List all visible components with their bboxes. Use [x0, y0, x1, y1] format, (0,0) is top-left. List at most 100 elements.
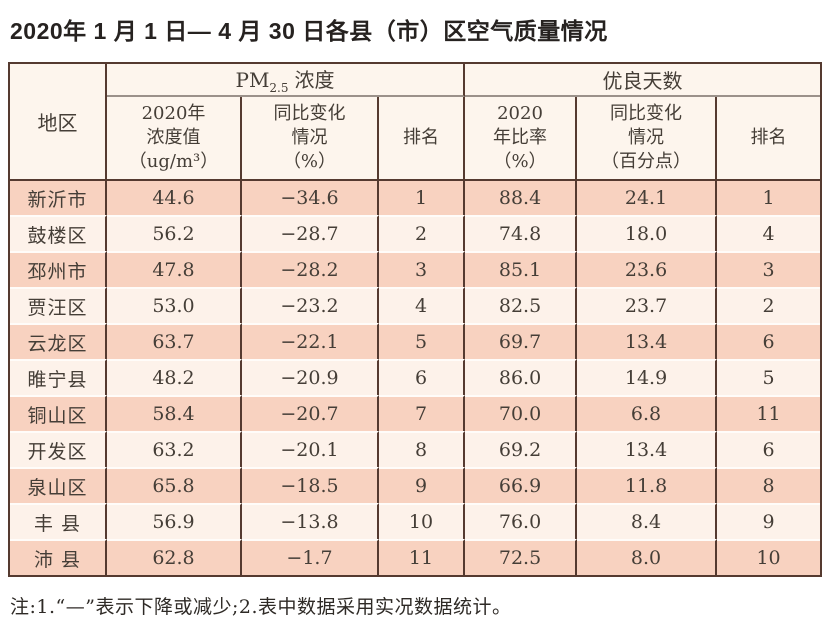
pm-change-cell: −23.2 [242, 287, 379, 323]
table-row: 开发区 63.2 −20.1 8 69.2 13.4 6 [10, 431, 821, 467]
region-cell: 开发区 [10, 431, 107, 467]
good-ratio-cell: 88.4 [465, 181, 578, 215]
good-rank-cell: 11 [717, 395, 821, 431]
pm-rank-cell: 10 [379, 503, 466, 539]
pm-rank-cell: 11 [379, 539, 466, 575]
pm25-label: PM2.5 浓度 [235, 68, 335, 95]
good-ratio-cell: 82.5 [465, 287, 578, 323]
pm-value-cell: 65.8 [107, 467, 242, 503]
good-rank-cell: 1 [717, 181, 821, 215]
pm-value-cell: 44.6 [107, 181, 242, 215]
good-ratio-cell: 74.8 [465, 215, 578, 251]
pm-rank-cell: 5 [379, 323, 466, 359]
table-row: 沛 县 62.8 −1.7 11 72.5 8.0 10 [10, 539, 821, 575]
region-cell: 铜山区 [10, 395, 107, 431]
good-change-cell: 24.1 [577, 181, 718, 215]
good-rank-cell: 3 [717, 251, 821, 287]
good-rank-cell: 4 [717, 215, 821, 251]
good-rank-cell: 9 [717, 503, 821, 539]
good-ratio-cell: 85.1 [465, 251, 578, 287]
pm-rank-column-header: 排名 [379, 97, 466, 181]
good-ratio-cell: 76.0 [465, 503, 578, 539]
good-ratio-cell: 69.2 [465, 431, 578, 467]
pm-value-cell: 63.2 [107, 431, 242, 467]
table-row: 贾汪区 53.0 −23.2 4 82.5 23.7 2 [10, 287, 821, 323]
pm-value-cell: 56.2 [107, 215, 242, 251]
pm-change-cell: −13.8 [242, 503, 379, 539]
pm-change-cell: −34.6 [242, 181, 379, 215]
good-ratio-column-header: 2020 年比率 （%） [465, 97, 578, 181]
good-rank-column-header: 排名 [717, 97, 821, 181]
good-change-cell: 11.8 [577, 467, 718, 503]
good-rank-cell: 2 [717, 287, 821, 323]
pm-value-cell: 53.0 [107, 287, 242, 323]
pm-rank-cell: 8 [379, 431, 466, 467]
table-row: 泉山区 65.8 −18.5 9 66.9 11.8 8 [10, 467, 821, 503]
good-change-cell: 18.0 [577, 215, 718, 251]
table-row: 云龙区 63.7 −22.1 5 69.7 13.4 6 [10, 323, 821, 359]
pm-value-cell: 58.4 [107, 395, 242, 431]
pm-rank-cell: 7 [379, 395, 466, 431]
pm-rank-cell: 6 [379, 359, 466, 395]
good-ratio-cell: 69.7 [465, 323, 578, 359]
pm-rank-cell: 4 [379, 287, 466, 323]
good-rank-cell: 10 [717, 539, 821, 575]
pm-change-cell: −20.1 [242, 431, 379, 467]
region-cell: 鼓楼区 [10, 215, 107, 251]
region-cell: 新沂市 [10, 181, 107, 215]
pm-rank-cell: 2 [379, 215, 466, 251]
pm-value-column-header: 2020年 浓度值 （ug/m³） [107, 97, 242, 181]
good-change-cell: 14.9 [577, 359, 718, 395]
good-rank-cell: 8 [717, 467, 821, 503]
good-change-cell: 8.4 [577, 503, 718, 539]
pm25-group-header: PM2.5 浓度 [107, 64, 466, 97]
good-ratio-cell: 66.9 [465, 467, 578, 503]
region-cell: 贾汪区 [10, 287, 107, 323]
region-cell: 睢宁县 [10, 359, 107, 395]
group-header-row: 地区 PM2.5 浓度 优良天数 [10, 64, 821, 181]
table-row: 铜山区 58.4 −20.7 7 70.0 6.8 11 [10, 395, 821, 431]
table-header: 地区 PM2.5 浓度 优良天数 2020年 浓度值 （ug/m³） 同比变化 情… [10, 64, 821, 181]
good-change-cell: 13.4 [577, 323, 718, 359]
air-quality-table: 地区 PM2.5 浓度 优良天数 2020年 浓度值 （ug/m³） 同比变化 情… [8, 62, 823, 577]
pm-value-cell: 48.2 [107, 359, 242, 395]
good-rank-cell: 6 [717, 323, 821, 359]
pm-change-cell: −18.5 [242, 467, 379, 503]
good-ratio-cell: 70.0 [465, 395, 578, 431]
pm-change-cell: −1.7 [242, 539, 379, 575]
page-title: 2020年 1 月 1 日— 4 月 30 日各县（市）区空气质量情况 [10, 18, 608, 44]
sub-header-row: 2020年 浓度值 （ug/m³） 同比变化 情况 （%） 排名 2020 年比… [10, 97, 821, 181]
pm-rank-cell: 3 [379, 251, 466, 287]
pm-rank-cell: 9 [379, 467, 466, 503]
table-row: 邳州市 47.8 −28.2 3 85.1 23.6 3 [10, 251, 821, 287]
region-cell: 沛 县 [10, 539, 107, 575]
region-cell: 丰 县 [10, 503, 107, 539]
pm-change-cell: −20.7 [242, 395, 379, 431]
footnote: 注:1.“—”表示下降或减少;2.表中数据采用实况数据统计。 [10, 596, 512, 618]
table-row: 丰 县 56.9 −13.8 10 76.0 8.4 9 [10, 503, 821, 539]
good-change-cell: 23.6 [577, 251, 718, 287]
good-rank-cell: 5 [717, 359, 821, 395]
table-row: 睢宁县 48.2 −20.9 6 86.0 14.9 5 [10, 359, 821, 395]
table-row: 鼓楼区 56.2 −28.7 2 74.8 18.0 4 [10, 215, 821, 251]
good-ratio-cell: 72.5 [465, 539, 578, 575]
pm-value-cell: 63.7 [107, 323, 242, 359]
table-body: 新沂市 44.6 −34.6 1 88.4 24.1 1 鼓楼区 56.2 −2… [10, 181, 821, 575]
pm-change-column-header: 同比变化 情况 （%） [242, 97, 379, 181]
pm-change-cell: −28.7 [242, 215, 379, 251]
good-change-column-header: 同比变化 情况 （百分点） [577, 97, 718, 181]
region-cell: 云龙区 [10, 323, 107, 359]
pm-change-cell: −22.1 [242, 323, 379, 359]
region-cell: 邳州市 [10, 251, 107, 287]
region-column-header: 地区 [10, 64, 107, 181]
pm-value-cell: 56.9 [107, 503, 242, 539]
good-change-cell: 8.0 [577, 539, 718, 575]
pm-value-cell: 47.8 [107, 251, 242, 287]
good-rank-cell: 6 [717, 431, 821, 467]
table-row: 新沂市 44.6 −34.6 1 88.4 24.1 1 [10, 181, 821, 215]
good-change-cell: 6.8 [577, 395, 718, 431]
good-change-cell: 23.7 [577, 287, 718, 323]
region-cell: 泉山区 [10, 467, 107, 503]
good-days-group-header: 优良天数 [465, 64, 821, 97]
